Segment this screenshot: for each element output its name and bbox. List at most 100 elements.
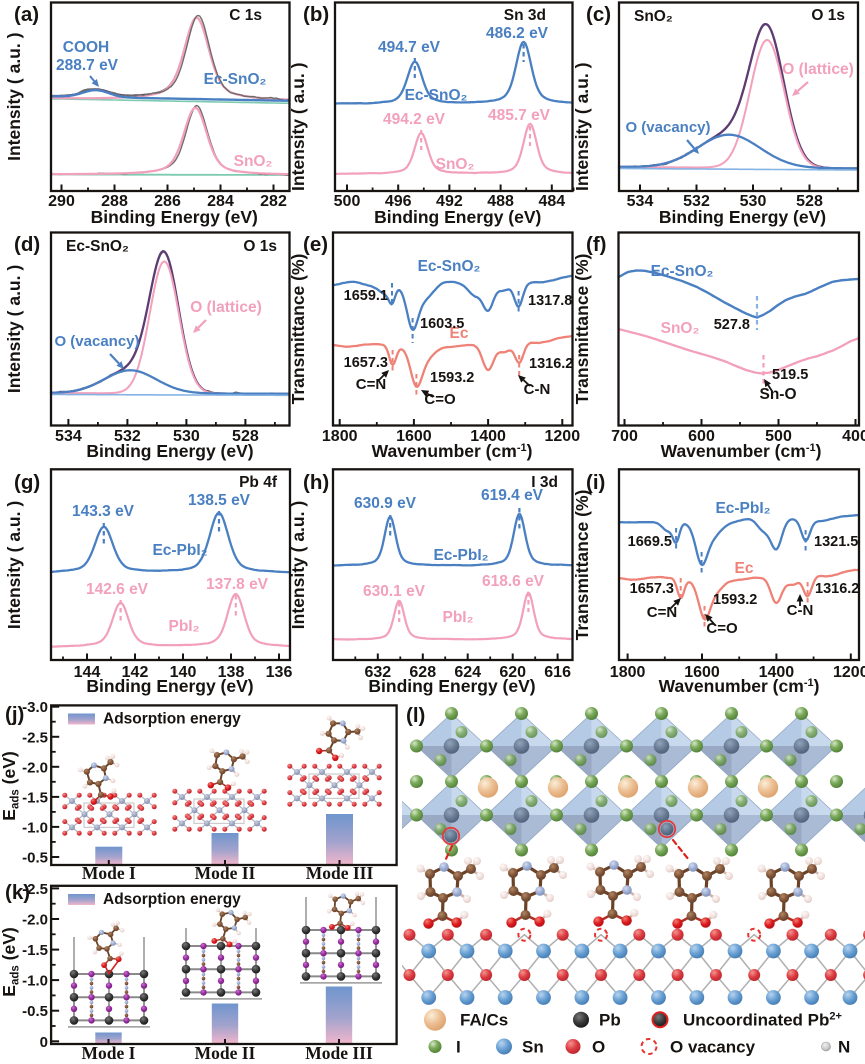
svg-text:488: 488 xyxy=(487,193,514,210)
svg-text:C-N: C-N xyxy=(787,602,814,619)
svg-text:1800: 1800 xyxy=(610,664,646,681)
svg-text:C=O: C=O xyxy=(424,391,456,408)
svg-text:496: 496 xyxy=(385,193,412,210)
svg-text:Ec-PbI₂: Ec-PbI₂ xyxy=(433,547,488,564)
svg-text:O (lattice): O (lattice) xyxy=(190,299,261,316)
svg-text:Ec: Ec xyxy=(735,560,754,577)
svg-text:(b): (b) xyxy=(303,3,329,26)
svg-text:528: 528 xyxy=(796,193,823,210)
svg-text:1400: 1400 xyxy=(470,428,506,445)
svg-text:1200: 1200 xyxy=(545,428,581,445)
svg-text:Mode I: Mode I xyxy=(82,1043,136,1063)
svg-text:Sn-O: Sn-O xyxy=(759,386,796,403)
svg-text:630.9 eV: 630.9 eV xyxy=(354,495,417,512)
svg-text:(j): (j) xyxy=(5,703,24,726)
svg-text:Ec-SnO₂: Ec-SnO₂ xyxy=(204,71,267,88)
svg-text:1593.2: 1593.2 xyxy=(713,592,757,608)
svg-text:SnO₂: SnO₂ xyxy=(634,8,673,25)
svg-text:138: 138 xyxy=(218,664,245,681)
svg-text:628: 628 xyxy=(409,664,436,681)
svg-text:Intensity ( a.u. ): Intensity ( a.u. ) xyxy=(4,265,24,393)
svg-text:632: 632 xyxy=(364,664,391,681)
svg-text:494.2 eV: 494.2 eV xyxy=(383,111,446,128)
svg-text:1400: 1400 xyxy=(759,664,795,681)
svg-text:O: O xyxy=(592,1038,605,1057)
svg-text:618.6 eV: 618.6 eV xyxy=(482,573,545,590)
svg-text:-2.0: -2.0 xyxy=(22,759,48,776)
svg-text:(e): (e) xyxy=(303,233,328,256)
svg-text:-1.5: -1.5 xyxy=(22,942,48,959)
svg-text:492: 492 xyxy=(436,193,463,210)
svg-text:-2.0: -2.0 xyxy=(22,911,48,928)
svg-text:N: N xyxy=(838,1038,850,1057)
svg-text:534: 534 xyxy=(55,428,82,445)
svg-text:600: 600 xyxy=(688,428,715,445)
svg-text:(h): (h) xyxy=(303,471,329,494)
svg-text:Binding Energy (eV): Binding Energy (eV) xyxy=(374,207,541,227)
svg-text:528: 528 xyxy=(232,428,259,445)
svg-text:486.2 eV: 486.2 eV xyxy=(486,25,549,42)
svg-text:Mode III: Mode III xyxy=(306,863,374,883)
svg-text:Ec-SnO₂: Ec-SnO₂ xyxy=(418,258,481,275)
svg-text:534: 534 xyxy=(627,193,654,210)
svg-text:Sn 3d: Sn 3d xyxy=(504,7,546,24)
svg-text:138.5 eV: 138.5 eV xyxy=(188,492,251,509)
svg-text:Ec-PbI₂: Ec-PbI₂ xyxy=(715,500,770,517)
svg-text:0: 0 xyxy=(40,1034,48,1051)
svg-text:PbI₂: PbI₂ xyxy=(169,618,200,635)
svg-text:SnO₂: SnO₂ xyxy=(234,153,273,170)
svg-text:400: 400 xyxy=(842,428,865,445)
svg-text:Binding Energy (eV): Binding Energy (eV) xyxy=(659,207,826,227)
svg-text:Mode II: Mode II xyxy=(195,1043,256,1063)
svg-text:-1.0: -1.0 xyxy=(22,973,48,990)
svg-text:494.7 eV: 494.7 eV xyxy=(378,39,441,56)
svg-text:1800: 1800 xyxy=(322,428,358,445)
svg-text:-2.5: -2.5 xyxy=(22,881,48,898)
svg-text:485.7 eV: 485.7 eV xyxy=(488,107,551,124)
svg-text:Intensity ( a.u. ): Intensity ( a.u. ) xyxy=(572,63,592,191)
svg-text:Ec-SnO₂: Ec-SnO₂ xyxy=(405,87,468,104)
svg-text:616: 616 xyxy=(544,664,571,681)
svg-text:Ec-SnO₂: Ec-SnO₂ xyxy=(651,263,714,280)
svg-text:1321.5: 1321.5 xyxy=(814,534,858,550)
svg-text:(f): (f) xyxy=(586,233,606,256)
svg-text:288.7 eV: 288.7 eV xyxy=(56,57,119,74)
svg-text:O vacancy: O vacancy xyxy=(670,1038,756,1057)
svg-text:Sn: Sn xyxy=(522,1038,544,1057)
svg-text:1593.2: 1593.2 xyxy=(430,370,474,386)
svg-text:SnO₂: SnO₂ xyxy=(436,156,475,173)
svg-text:(a): (a) xyxy=(14,3,39,26)
svg-text:1600: 1600 xyxy=(396,428,432,445)
svg-text:(i): (i) xyxy=(586,471,605,494)
svg-text:137.8 eV: 137.8 eV xyxy=(206,576,269,593)
svg-text:624: 624 xyxy=(454,664,481,681)
svg-text:(l): (l) xyxy=(406,704,425,727)
svg-text:286: 286 xyxy=(154,193,181,210)
svg-text:-3.0: -3.0 xyxy=(22,699,48,716)
svg-text:-1.0: -1.0 xyxy=(22,819,48,836)
svg-text:Intensity ( a.u. ): Intensity ( a.u. ) xyxy=(4,33,24,161)
svg-text:284: 284 xyxy=(207,193,234,210)
svg-text:Binding Energy (eV): Binding Energy (eV) xyxy=(91,207,258,227)
svg-text:I: I xyxy=(456,1038,461,1057)
svg-text:136: 136 xyxy=(266,664,293,681)
svg-text:-1.5: -1.5 xyxy=(22,789,48,806)
svg-text:Intensity ( a.u. ): Intensity ( a.u. ) xyxy=(288,63,308,191)
svg-text:282: 282 xyxy=(260,193,287,210)
svg-text:(k): (k) xyxy=(5,881,30,904)
svg-text:I 3d: I 3d xyxy=(531,474,558,491)
svg-text:Transmittance (%): Transmittance (%) xyxy=(572,490,592,641)
svg-text:Ec-SnO₂: Ec-SnO₂ xyxy=(66,238,129,255)
svg-text:Uncoordinated Pb2+: Uncoordinated Pb2+ xyxy=(683,1011,842,1030)
svg-text:O (vacancy): O (vacancy) xyxy=(625,119,710,136)
svg-text:532: 532 xyxy=(683,193,710,210)
svg-text:484: 484 xyxy=(538,193,565,210)
svg-text:-2.5: -2.5 xyxy=(22,729,48,746)
svg-text:1317.8: 1317.8 xyxy=(528,293,572,309)
svg-text:500: 500 xyxy=(765,428,792,445)
svg-text:(c): (c) xyxy=(586,3,611,26)
svg-text:700: 700 xyxy=(611,428,638,445)
svg-text:Wavenumber (cm-1): Wavenumber (cm-1) xyxy=(659,676,820,696)
svg-text:1659.1: 1659.1 xyxy=(344,288,388,304)
svg-text:1669.5: 1669.5 xyxy=(628,534,672,550)
